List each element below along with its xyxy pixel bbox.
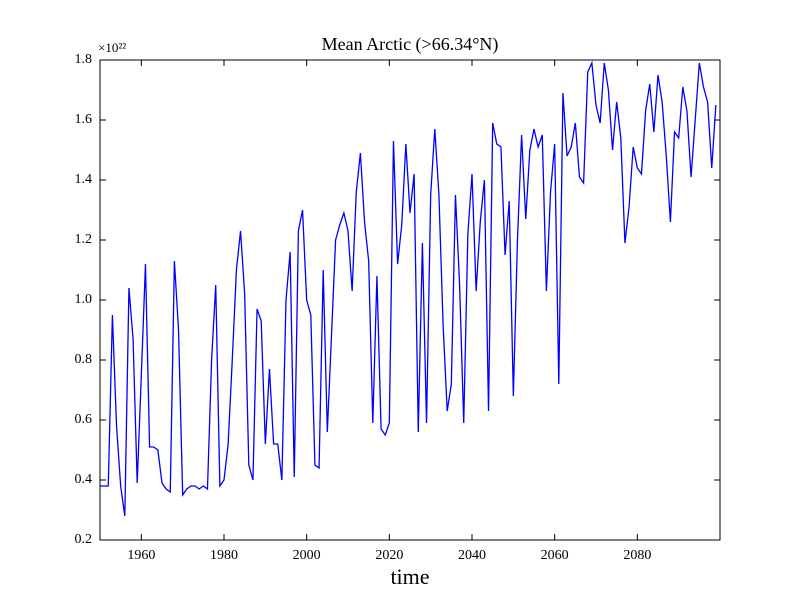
chart-title: Mean Arctic (>66.34°N) [322, 34, 499, 55]
y-tick-label: 1.8 [75, 52, 93, 67]
x-tick-label: 2060 [541, 548, 569, 563]
x-tick-label: 2080 [623, 548, 651, 563]
x-tick-label: 1980 [210, 548, 238, 563]
x-tick-label: 2020 [375, 548, 403, 563]
y-tick-label: 0.4 [75, 472, 93, 487]
y-tick-label: 1.0 [75, 292, 93, 307]
x-tick-label: 1960 [127, 548, 155, 563]
x-tick-label: 2000 [293, 548, 321, 563]
data-line [100, 60, 717, 517]
y-tick-label: 0.8 [75, 352, 93, 367]
y-tick-label: 1.2 [75, 232, 93, 247]
y-tick-label: 1.4 [75, 172, 93, 187]
x-tick-label: 2040 [458, 548, 486, 563]
y-tick-label: 0.2 [75, 532, 93, 547]
x-axis-label: time [390, 564, 429, 589]
y-tick-label: 1.6 [75, 112, 93, 127]
y-tick-label: 0.6 [75, 412, 93, 427]
y-scale-label: ×10²² [98, 40, 126, 55]
plot-frame [99, 59, 721, 541]
